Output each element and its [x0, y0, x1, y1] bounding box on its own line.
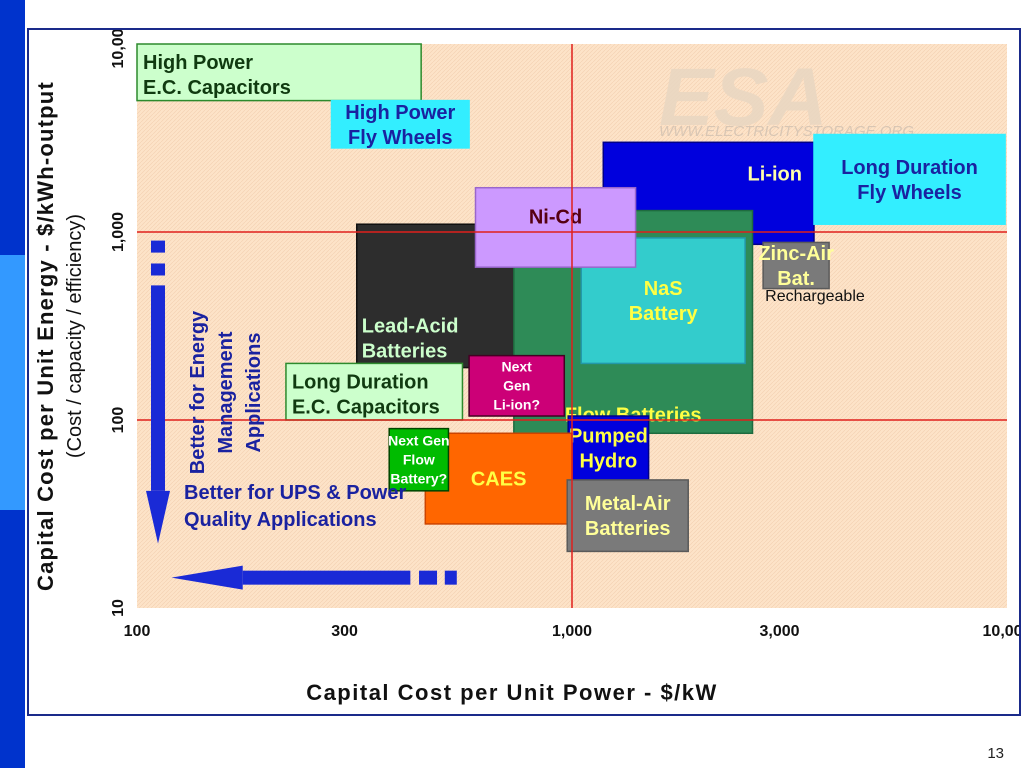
arrow-down-dash [151, 263, 166, 276]
region-zinc-air-bat [762, 241, 830, 290]
region-label: High Power [143, 52, 253, 74]
ups-annotation: Better for UPS & Power [184, 482, 406, 504]
chart-frame: ESA WWW.ELECTRICITYSTORAGE.ORG High Powe… [27, 19, 1024, 716]
region-label: Next [502, 359, 533, 375]
region-label: Hydro [579, 450, 637, 472]
cost-chart: ESA WWW.ELECTRICITYSTORAGE.ORG High Powe… [33, 19, 1024, 705]
region-label: Next Gen [388, 433, 449, 449]
x-tick-label: 100 [124, 623, 151, 640]
region-label: CAES [471, 469, 527, 491]
x-tick-label: 10,000 [983, 623, 1019, 640]
y-tick-label: 10 [110, 599, 127, 617]
region-label: Battery [629, 303, 699, 325]
arrow-left-head [171, 565, 243, 590]
region-label: Battery? [390, 471, 447, 487]
x-tick-label: 3,000 [760, 623, 800, 640]
region-pumped-hydro [567, 415, 650, 481]
region-long-duration-e-c-capacitors [285, 362, 464, 421]
y-axis-sublabel: (Cost / capacity / efficiency) [64, 214, 86, 458]
ups-annotation: Quality Applications [184, 509, 377, 531]
region-metal-air-batteries [566, 479, 689, 553]
esa-logo-text: ESA [659, 52, 828, 143]
region-label: Gen [503, 378, 530, 394]
region-label: Ni-Cd [529, 207, 582, 229]
region-high-power-fly-wheels [330, 99, 470, 149]
region-next-gen-li-ion [468, 354, 566, 417]
region-label: Batteries [362, 341, 448, 363]
region-label: E.C. Capacitors [292, 396, 440, 418]
arrow-left-dash [444, 570, 457, 585]
region-label: Metal-Air [585, 493, 671, 515]
region-label: Long Duration [841, 157, 978, 179]
region-label: High Power [345, 102, 455, 124]
arrow-left-dash [419, 570, 438, 585]
region-label: Fly Wheels [348, 127, 452, 149]
x-tick-label: 300 [331, 623, 358, 640]
y-tick-label: 10,000 [110, 30, 127, 68]
region-label: E.C. Capacitors [143, 77, 291, 99]
energy-annotation: Better for Energy [187, 310, 209, 474]
x-tick-label: 1,000 [552, 623, 592, 640]
esa-watermark: ESA WWW.ELECTRICITYSTORAGE.ORG [659, 52, 914, 143]
region-nas-battery [580, 237, 746, 365]
arrow-down-head [146, 490, 171, 544]
region-ni-cd [474, 186, 637, 268]
y-tick-label: 100 [110, 407, 127, 434]
arrows-group [146, 240, 457, 590]
energy-annotation: Applications [243, 333, 265, 453]
region-label: Li-ion? [493, 397, 540, 413]
arrow-down-shaft [151, 285, 166, 491]
region-label: NaS [644, 278, 683, 300]
y-axis-label: Capital Cost per Unit Energy - $/kWh-out… [33, 81, 58, 591]
region-label: Batteries [585, 518, 671, 540]
region-label: Zinc-Air [758, 243, 834, 265]
energy-annotation: Management [215, 331, 237, 454]
region-label: Fly Wheels [857, 182, 961, 204]
region-long-duration-fly-wheels [813, 133, 1006, 225]
region-next-gen-flow-battery [388, 427, 450, 492]
x-axis-label: Capital Cost per Unit Power - $/kW [306, 680, 718, 705]
y-tick-label: 1,000 [110, 212, 127, 252]
rechargeable-label: Rechargeable [765, 288, 865, 305]
arrow-left-shaft [242, 570, 411, 585]
region-label: Long Duration [292, 371, 429, 393]
region-label: Pumped [569, 425, 648, 447]
region-label: Li-ion [748, 163, 802, 185]
region-label: Bat. [777, 268, 815, 290]
region-high-power-e-c-capacitors [136, 43, 422, 102]
region-caes [424, 432, 573, 525]
region-label: Lead-Acid [362, 316, 459, 338]
slide-number: 13 [987, 745, 1004, 762]
arrow-down-dash [151, 240, 166, 253]
slide-left-accent [0, 255, 25, 510]
region-label: Flow [403, 452, 435, 468]
